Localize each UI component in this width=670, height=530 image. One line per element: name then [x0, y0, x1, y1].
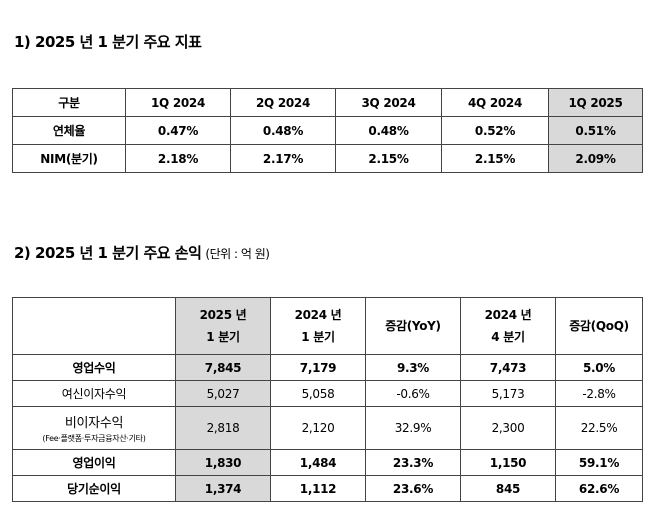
header-cell: 1Q 2024 [125, 88, 231, 117]
row-label-main: 비이자수익 [64, 416, 124, 431]
income-table: 2025 년 1 분기 2024 년 1 분기 증감(YoY) 2024 년 4… [12, 297, 643, 502]
table-cell: 2.15% [335, 144, 442, 173]
table-row: 영업수익 7,845 7,179 9.3% 7,473 5.0% [12, 354, 643, 381]
header-cell: 2024 년 1 분기 [270, 297, 366, 355]
table-cell: 22.5% [555, 406, 643, 450]
table-row: 영업이익 1,830 1,484 23.3% 1,150 59.1% [12, 449, 643, 476]
row-label: 비이자수익 (Fee·플랫폼·투자금융자산·기타) [12, 406, 176, 450]
table-cell: 32.9% [365, 406, 461, 450]
row-label: 영업이익 [12, 449, 176, 476]
table-cell: 9.3% [365, 354, 461, 381]
table-cell: 59.1% [555, 449, 643, 476]
table-header-row: 구분 1Q 2024 2Q 2024 3Q 2024 4Q 2024 1Q 20… [12, 88, 643, 117]
header-line: 2025 년 [199, 308, 247, 322]
table-cell: 5.0% [555, 354, 643, 381]
section1-title: 1) 2025 년 1 분기 주요 지표 [14, 33, 202, 51]
table-cell: 2.18% [125, 144, 231, 173]
table-cell: 845 [460, 475, 556, 502]
row-label: 연체율 [12, 116, 126, 145]
table-cell: 2.17% [230, 144, 336, 173]
header-cell-highlight: 2025 년 1 분기 [175, 297, 271, 355]
table-cell: 0.47% [125, 116, 231, 145]
table-row: 당기순이익 1,374 1,112 23.6% 845 62.6% [12, 475, 643, 502]
table-cell: 1,484 [270, 449, 366, 476]
table-row: NIM(분기) 2.18% 2.17% 2.15% 2.15% 2.09% [12, 144, 643, 173]
table-cell-highlight: 1,374 [175, 475, 271, 502]
table-cell: 2,120 [270, 406, 366, 450]
table-cell: 7,179 [270, 354, 366, 381]
table-cell: 0.52% [441, 116, 549, 145]
header-line: 1 분기 [301, 330, 335, 344]
table-cell-highlight: 2.09% [548, 144, 643, 173]
key-indicators-table: 구분 1Q 2024 2Q 2024 3Q 2024 4Q 2024 1Q 20… [12, 88, 643, 173]
unit-label: (단위 : 억 원) [205, 247, 270, 261]
table-cell: 23.6% [365, 475, 461, 502]
header-line: 증감(YoY) [385, 319, 441, 333]
table-cell: 0.48% [335, 116, 442, 145]
header-cell: 4Q 2024 [441, 88, 549, 117]
table-cell: 62.6% [555, 475, 643, 502]
header-line: 증감(QoQ) [569, 319, 629, 333]
header-cell: 증감(QoQ) [555, 297, 643, 355]
table-row: 여신이자수익 5,027 5,058 -0.6% 5,173 -2.8% [12, 380, 643, 407]
section2-title: 2) 2025 년 1 분기 주요 손익 (단위 : 억 원) [14, 242, 270, 263]
table-cell: 7,473 [460, 354, 556, 381]
table-cell-highlight: 7,845 [175, 354, 271, 381]
header-cell: 구분 [12, 88, 126, 117]
row-label: 여신이자수익 [12, 380, 176, 407]
table-cell: -2.8% [555, 380, 643, 407]
header-cell: 3Q 2024 [335, 88, 442, 117]
table-row: 연체율 0.47% 0.48% 0.48% 0.52% 0.51% [12, 116, 643, 145]
table-cell: 2,300 [460, 406, 556, 450]
header-line: 2024 년 [294, 308, 342, 322]
table-cell-highlight: 2,818 [175, 406, 271, 450]
table-cell: 1,150 [460, 449, 556, 476]
table-cell: 0.48% [230, 116, 336, 145]
header-cell: 2Q 2024 [230, 88, 336, 117]
table-cell-highlight: 1,830 [175, 449, 271, 476]
row-label: NIM(분기) [12, 144, 126, 173]
header-line: 1 분기 [206, 330, 240, 344]
section2-title-text: 2) 2025 년 1 분기 주요 손익 [14, 244, 202, 262]
row-label: 당기순이익 [12, 475, 176, 502]
table-cell: 1,112 [270, 475, 366, 502]
table-cell-highlight: 0.51% [548, 116, 643, 145]
header-cell-highlight: 1Q 2025 [548, 88, 643, 117]
row-sublabel: (Fee·플랫폼·투자금융자산·기타) [42, 434, 146, 443]
header-cell-empty [12, 297, 176, 355]
row-label: 영업수익 [12, 354, 176, 381]
table-cell: -0.6% [365, 380, 461, 407]
table-cell: 2.15% [441, 144, 549, 173]
table-cell: 5,058 [270, 380, 366, 407]
table-cell: 5,173 [460, 380, 556, 407]
header-line: 4 분기 [491, 330, 525, 344]
table-header-row: 2025 년 1 분기 2024 년 1 분기 증감(YoY) 2024 년 4… [12, 297, 643, 355]
header-cell: 증감(YoY) [365, 297, 461, 355]
table-cell-highlight: 5,027 [175, 380, 271, 407]
header-cell: 2024 년 4 분기 [460, 297, 556, 355]
table-row: 비이자수익 (Fee·플랫폼·투자금융자산·기타) 2,818 2,120 32… [12, 406, 643, 450]
table-cell: 23.3% [365, 449, 461, 476]
header-line: 2024 년 [484, 308, 532, 322]
